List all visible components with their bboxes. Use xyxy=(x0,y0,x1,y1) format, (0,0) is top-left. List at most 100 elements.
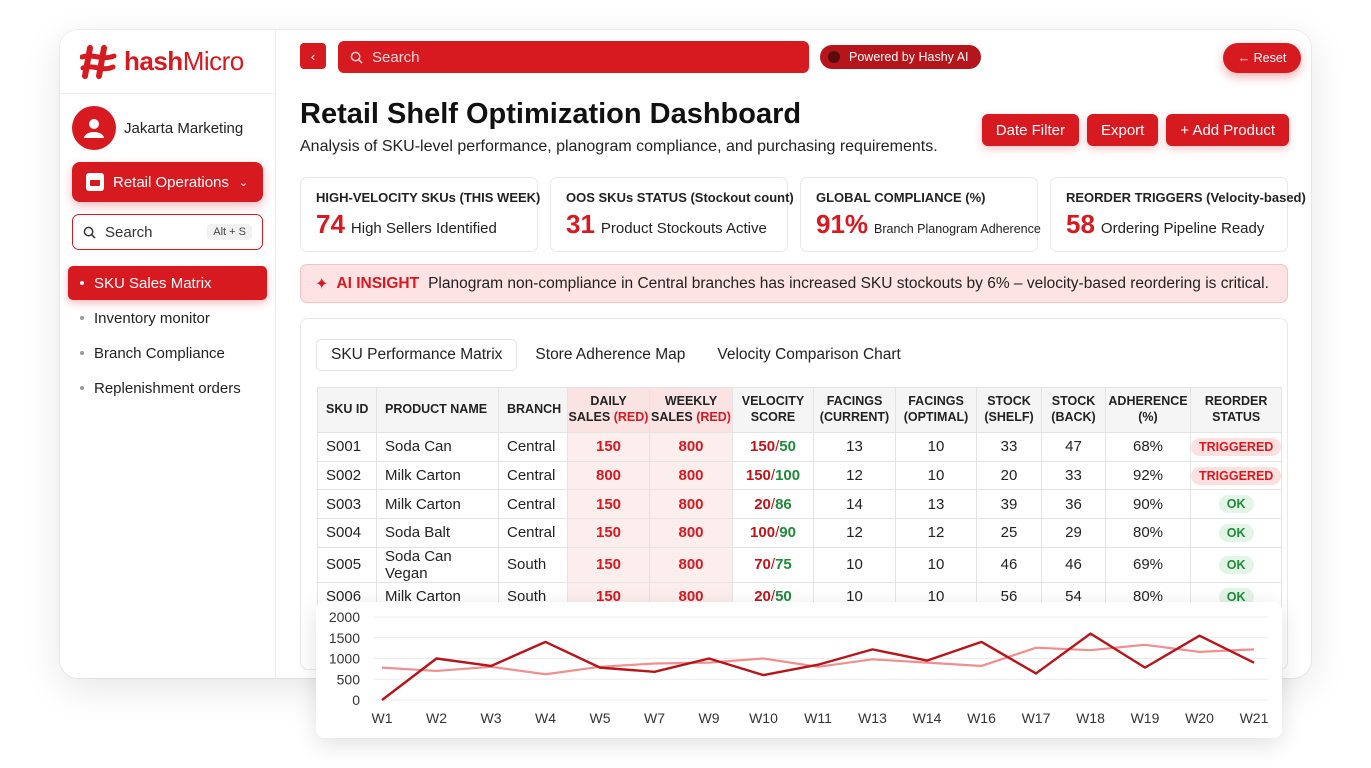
col-header-reorder-status[interactable]: REORDER STATUS xyxy=(1189,387,1283,433)
col-header-stock-back[interactable]: STOCK (BACK) xyxy=(1041,387,1106,433)
bullet-icon xyxy=(80,316,84,320)
table-row[interactable]: S005 Soda Can Vegan South 150 800 70/75 10 10 46… xyxy=(317,546,1283,583)
bullet-icon xyxy=(80,386,84,390)
sidebar-item-sku-sales-matrix[interactable]: SKU Sales Matrix xyxy=(68,266,267,300)
search-icon xyxy=(350,51,363,64)
cell-branch: South xyxy=(498,546,568,583)
ai-insight-tag: AI INSIGHT xyxy=(336,274,420,292)
user-avatar-icon xyxy=(72,106,116,150)
status-badge: OK xyxy=(1218,555,1254,574)
velocity-line-chart: 2000 1500 1000 500 0 W1 W2 W3 W4 W5 W7 W9 W10 W11 W13 W… xyxy=(316,602,1282,738)
table-row[interactable]: S003 Milk Carton Central 150 800 20/86 14 13 39 3… xyxy=(317,489,1283,520)
kpi-card-high-velocity[interactable]: HIGH-VELOCITY SKUs (THIS WEEK) 74 High Se… xyxy=(300,177,541,252)
retail-operations-button[interactable]: Retail Operations ⌄ xyxy=(72,162,263,202)
x-tick-label: W14 xyxy=(913,710,942,726)
velocity-target: 86 xyxy=(775,495,792,513)
top-bar: ‹ Search Powered by Hashy AI ← Reset xyxy=(276,30,1311,88)
cell-stock-back: 36 xyxy=(1041,489,1106,520)
cell-product-name: Soda Can Vegan xyxy=(376,546,499,583)
cell-adherence: 90% xyxy=(1105,489,1191,520)
col-header-facings-current[interactable]: FACINGS (CURRENT) xyxy=(813,387,896,433)
status-badge: TRIGGERED xyxy=(1191,466,1282,485)
cell-stock-back: 46 xyxy=(1041,546,1106,583)
kpi-label: HIGH-VELOCITY SKUs (THIS WEEK) xyxy=(316,190,541,205)
collapse-sidebar-button[interactable]: ‹ xyxy=(300,43,326,69)
velocity-current: 150 xyxy=(750,438,776,456)
cell-weekly-sales: 800 xyxy=(649,518,733,548)
velocity-current: 100 xyxy=(750,524,776,542)
cell-reorder-status: OK xyxy=(1189,518,1283,548)
cell-stock-shelf: 33 xyxy=(976,432,1042,462)
y-tick-label: 500 xyxy=(337,671,361,687)
global-search-input[interactable]: Search xyxy=(338,41,809,73)
cell-reorder-status: OK xyxy=(1189,546,1283,583)
chevron-left-icon: ‹ xyxy=(310,48,316,64)
col-header-sku-id[interactable]: SKU ID xyxy=(317,387,377,433)
y-tick-label: 2000 xyxy=(329,609,360,625)
sidebar-item-branch-compliance[interactable]: Branch Compliance xyxy=(68,336,267,370)
cell-reorder-status: OK xyxy=(1189,489,1283,520)
kpi-card-reorder[interactable]: REORDER TRIGGERS (Velocity-based) 58 Orde… xyxy=(1050,177,1306,252)
velocity-current: 70 xyxy=(754,556,771,574)
add-product-button[interactable]: + Add Product xyxy=(1166,114,1289,146)
cell-sku-id: S005 xyxy=(317,546,377,583)
cell-facings-current: 12 xyxy=(813,460,896,491)
col-header-daily-sales[interactable]: DAILY SALES (RED) xyxy=(567,387,650,433)
cell-facings-current: 12 xyxy=(813,518,896,548)
cell-branch: Central xyxy=(498,489,568,520)
sidebar-search-input[interactable]: Search Alt + S xyxy=(72,214,263,250)
col-header-branch[interactable]: BRANCH xyxy=(498,387,568,433)
col-header-adherence[interactable]: ADHERENCE (%) xyxy=(1105,387,1191,433)
store-icon xyxy=(86,173,104,191)
table-row[interactable]: S004 Soda Balt Central 150 800 100/90 12 12 25 29… xyxy=(317,518,1283,548)
kpi-card-oos[interactable]: OOS SKUs STATUS (Stockout count) 31 Produ… xyxy=(550,177,794,252)
sidebar: hashMicro Jakarta Marketing Retail Opera… xyxy=(60,30,276,678)
sidebar-item-inventory-monitor[interactable]: Inventory monitor xyxy=(68,301,267,335)
cell-weekly-sales: 800 xyxy=(649,432,733,462)
tab-store-adherence-map[interactable]: Store Adherence Map xyxy=(535,346,686,363)
cell-stock-back: 33 xyxy=(1041,460,1106,491)
cell-branch: Central xyxy=(498,432,568,462)
col-header-weekly-sales[interactable]: WEEKLY SALES (RED) xyxy=(649,387,733,433)
cell-facings-optimal: 10 xyxy=(895,432,977,462)
x-tick-label: W16 xyxy=(967,710,996,726)
cell-facings-optimal: 12 xyxy=(895,518,977,548)
tab-sku-performance-matrix[interactable]: SKU Performance Matrix xyxy=(316,339,518,371)
series-line-2 xyxy=(381,643,1255,676)
table-row[interactable]: S002 Milk Carton Central 800 800 150/100 12 10 2… xyxy=(317,460,1283,491)
kpi-value: 74 xyxy=(316,209,345,239)
reset-button[interactable]: ← Reset xyxy=(1223,43,1301,73)
sidebar-search-placeholder: Search xyxy=(105,223,153,241)
x-tick-label: W3 xyxy=(481,710,502,726)
status-badge: TRIGGERED xyxy=(1191,437,1282,456)
sidebar-item-replenishment-orders[interactable]: Replenishment orders xyxy=(68,371,267,405)
kpi-card-compliance[interactable]: GLOBAL COMPLIANCE (%) 91% Branch Planogra… xyxy=(800,177,1041,252)
cell-product-name: Soda Can xyxy=(376,432,499,462)
nav-label: Branch Compliance xyxy=(94,344,225,362)
brand-logo[interactable]: hashMicro xyxy=(60,30,275,94)
cell-daily-sales: 150 xyxy=(567,432,650,462)
powered-by-hashy-badge[interactable]: Powered by Hashy AI xyxy=(820,45,981,69)
x-tick-label: W21 xyxy=(1240,710,1269,726)
table-row[interactable]: S001 Soda Can Central 150 800 150/50 13 10 33 47 6… xyxy=(317,432,1283,462)
col-header-facings-optimal[interactable]: FACINGS (OPTIMAL) xyxy=(895,387,977,433)
nav-label: Replenishment orders xyxy=(94,379,241,397)
cell-facings-current: 14 xyxy=(813,489,896,520)
col-header-stock-shelf[interactable]: STOCK (SHELF) xyxy=(976,387,1042,433)
hashmicro-logo-icon xyxy=(80,44,117,79)
app-window: hashMicro Jakarta Marketing Retail Opera… xyxy=(60,30,1311,678)
kpi-desc: Product Stockouts Active xyxy=(600,220,767,237)
col-header-product-name[interactable]: PRODUCT NAME xyxy=(376,387,499,433)
date-filter-button[interactable]: Date Filter xyxy=(981,114,1079,146)
x-tick-label: W13 xyxy=(858,710,887,726)
cell-facings-optimal: 10 xyxy=(895,460,977,491)
col-header-velocity-score[interactable]: VELOCITY SCORE xyxy=(732,387,814,433)
cell-stock-shelf: 25 xyxy=(976,518,1042,548)
tab-velocity-comparison-chart[interactable]: Velocity Comparison Chart xyxy=(717,346,901,363)
kpi-desc: Ordering Pipeline Ready xyxy=(1100,220,1265,237)
cell-stock-back: 47 xyxy=(1041,432,1106,462)
export-button[interactable]: Export xyxy=(1086,114,1159,146)
user-profile[interactable]: Jakarta Marketing xyxy=(60,94,275,150)
cell-velocity-score: 20/86 xyxy=(732,489,814,520)
cell-facings-current: 10 xyxy=(813,546,896,583)
